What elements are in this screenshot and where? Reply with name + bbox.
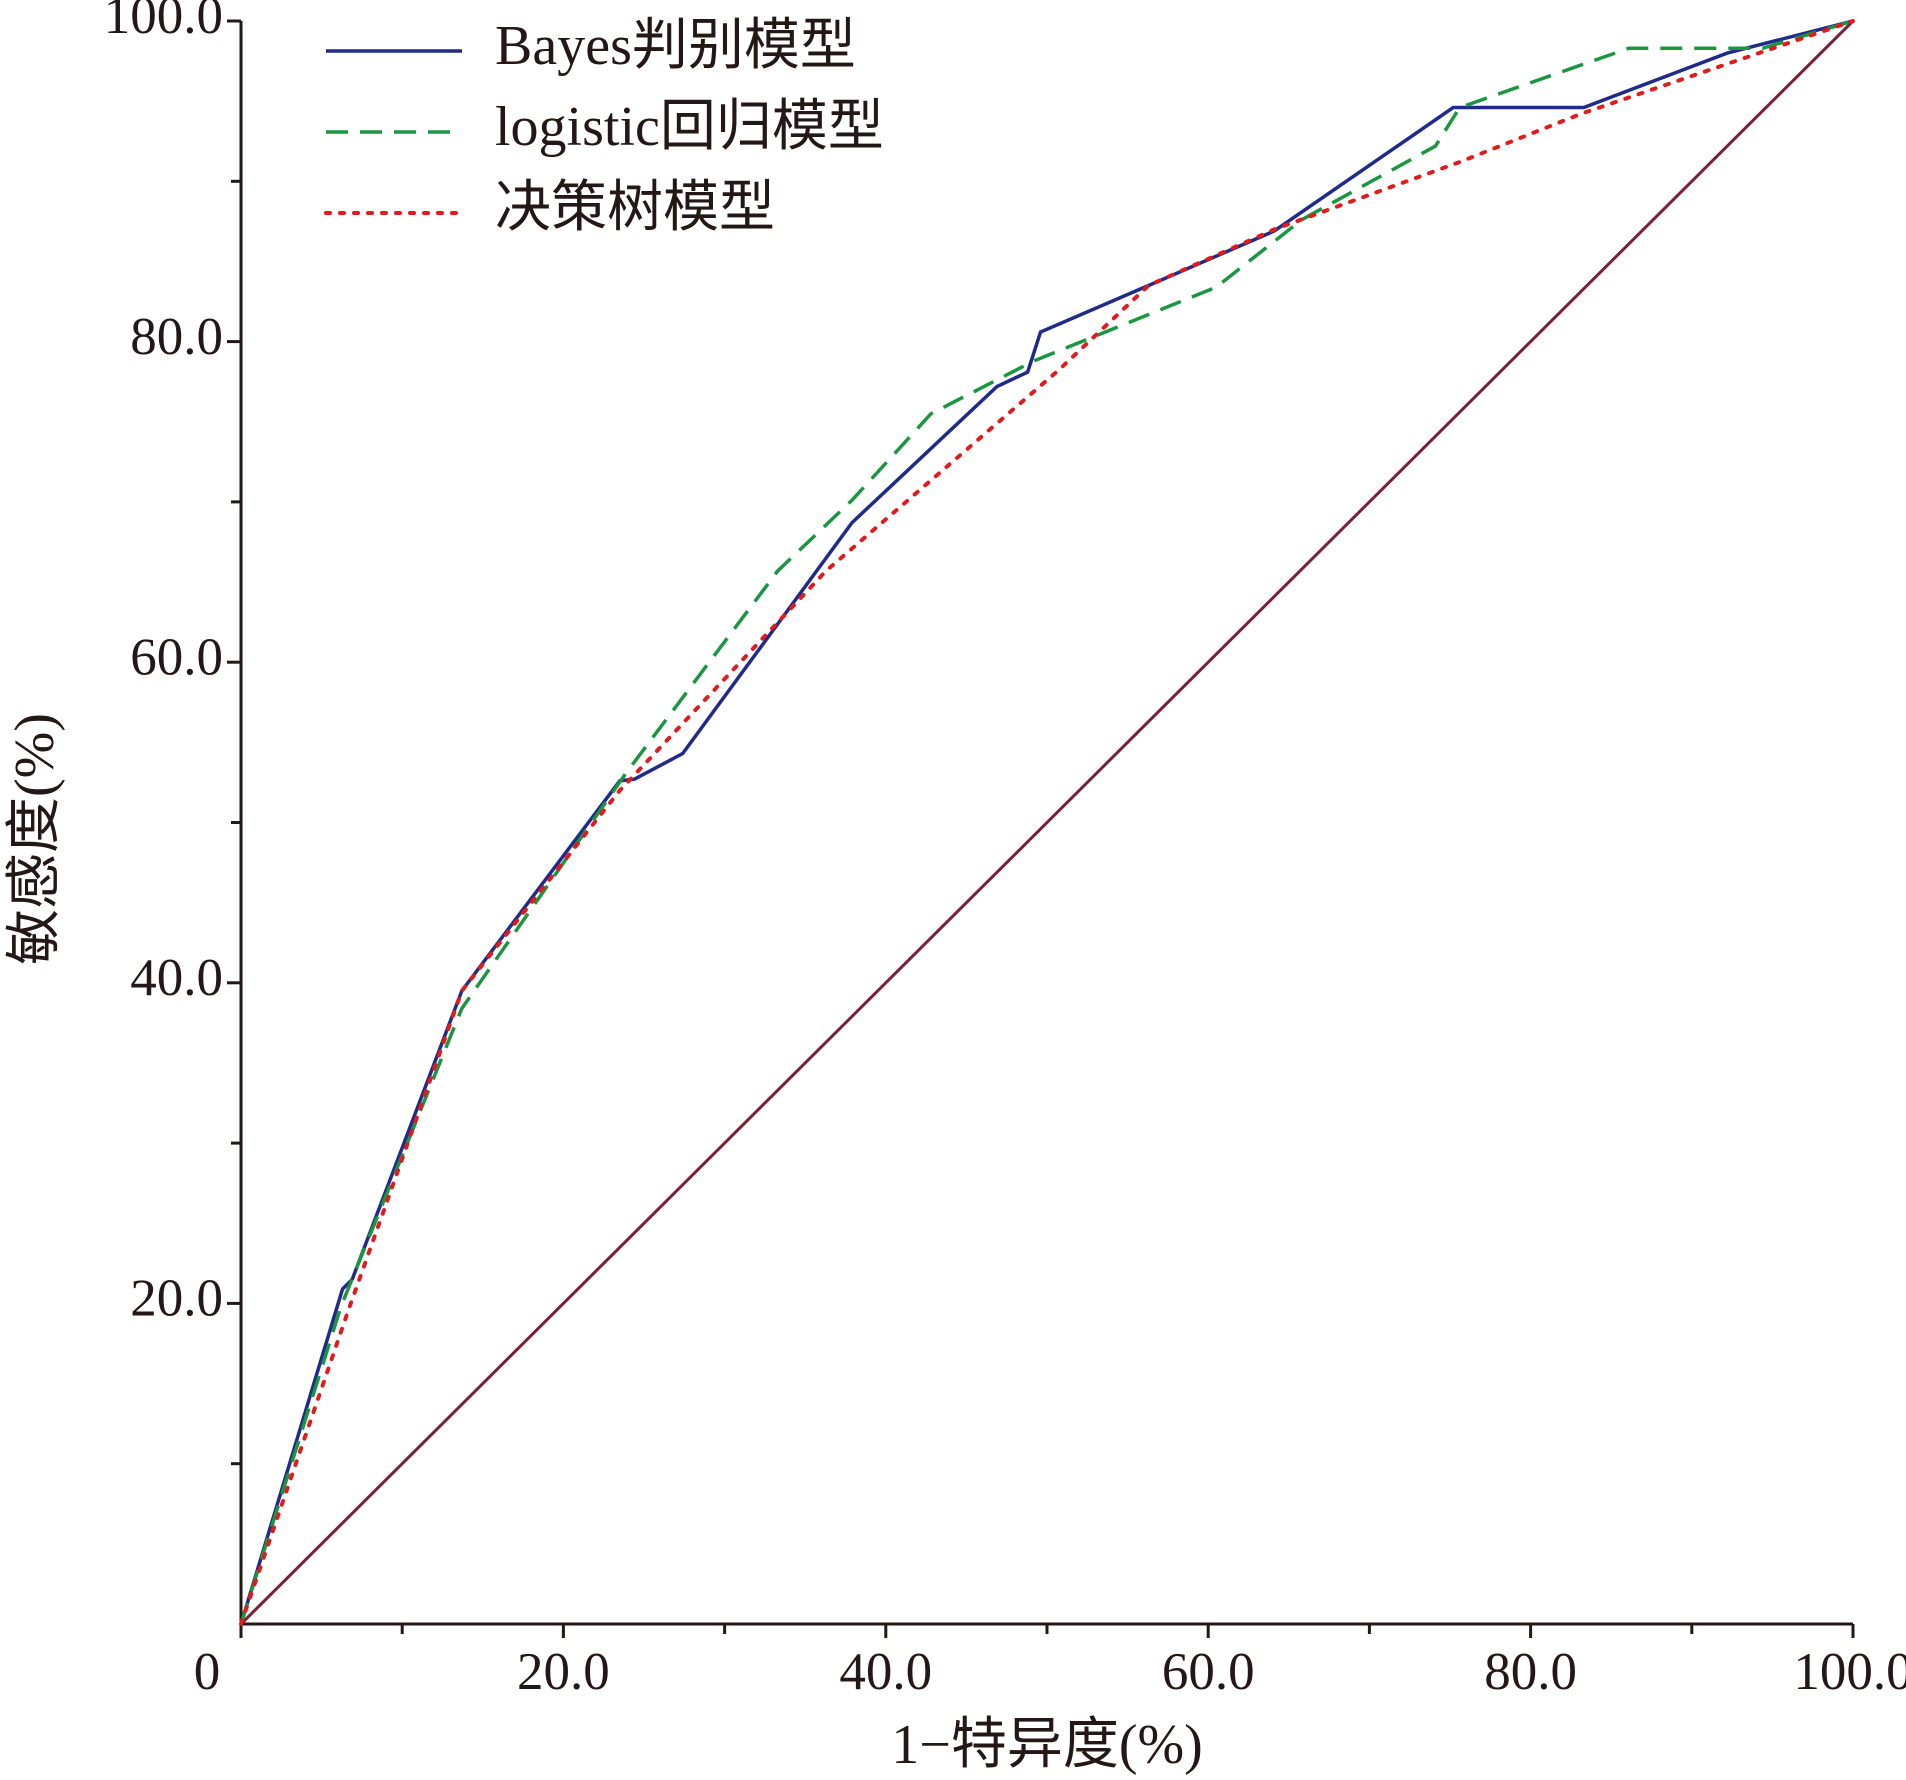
series-line (239, 19, 1854, 1625)
x-tick-label: 60.0 (1162, 1643, 1255, 1701)
y-axis-title: 敏感度(%) (4, 713, 66, 965)
x-tick-label: 0 (194, 1643, 221, 1701)
legend-label: 决策树模型 (495, 177, 775, 239)
y-tick-label: 40.0 (130, 949, 223, 1007)
y-tick-label: 60.0 (130, 628, 223, 686)
x-tick-label: 100.0 (1793, 1643, 1906, 1701)
legend-label: logistic回归模型 (495, 96, 884, 158)
y-tick-label: 100.0 (104, 0, 223, 45)
series-line (239, 19, 1855, 1626)
x-tick-label: 20.0 (517, 1643, 610, 1701)
series-line (239, 19, 1854, 1625)
reference-diagonal (239, 19, 1855, 1626)
y-tick-label: 20.0 (130, 1270, 223, 1328)
legend-label: Bayes判别模型 (495, 15, 856, 77)
y-tick-label: 80.0 (130, 308, 223, 366)
x-tick-label: 40.0 (839, 1643, 932, 1701)
x-tick-label: 80.0 (1484, 1643, 1577, 1701)
x-axis-title: 1−特异度(%) (891, 1714, 1203, 1776)
